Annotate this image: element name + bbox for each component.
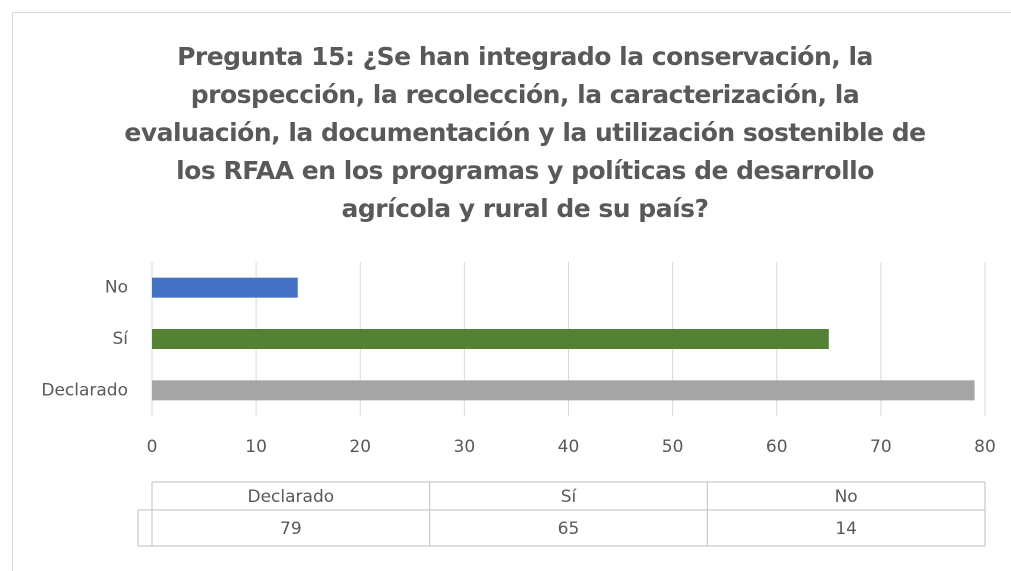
x-tick-label: 50 bbox=[662, 437, 684, 457]
bar bbox=[152, 277, 298, 298]
table-header: Sí bbox=[561, 487, 578, 507]
table-value: 14 bbox=[835, 519, 857, 539]
y-tick-label: Declarado bbox=[41, 380, 128, 400]
chart-title: Pregunta 15: ¿Se han integrado la conser… bbox=[124, 42, 926, 223]
x-tick-label: 60 bbox=[766, 437, 788, 457]
x-tick-label: 20 bbox=[349, 437, 371, 457]
x-tick-label: 80 bbox=[974, 437, 996, 457]
table-value: 79 bbox=[280, 519, 302, 539]
y-tick-label: No bbox=[105, 278, 128, 298]
x-tick-label: 10 bbox=[245, 437, 267, 457]
table-value: 65 bbox=[558, 519, 580, 539]
bar bbox=[152, 329, 829, 349]
x-tick-label: 40 bbox=[558, 437, 580, 457]
bar bbox=[152, 380, 975, 401]
table-header: Declarado bbox=[248, 487, 335, 507]
x-tick-label: 30 bbox=[454, 437, 476, 457]
x-tick-label: 70 bbox=[870, 437, 892, 457]
table-header: No bbox=[835, 487, 858, 507]
y-tick-label: Sí bbox=[112, 329, 129, 349]
x-tick-label: 0 bbox=[147, 437, 158, 457]
